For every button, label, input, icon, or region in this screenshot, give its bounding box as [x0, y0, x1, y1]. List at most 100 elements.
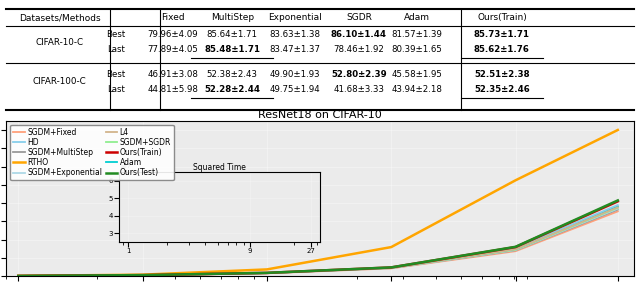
- Text: Datasets/Methods: Datasets/Methods: [19, 13, 100, 22]
- Line: Ours(Test): Ours(Test): [19, 201, 618, 276]
- Text: CIFAR-10-C: CIFAR-10-C: [36, 38, 84, 47]
- SGDM+MultiStep: [139, 274, 147, 277]
- L4: [512, 248, 520, 251]
- Text: Adam: Adam: [404, 13, 430, 22]
- L4: [263, 271, 271, 275]
- RTHO: [139, 273, 147, 276]
- HD: [512, 246, 520, 250]
- Line: SGDM+MultiStep: SGDM+MultiStep: [19, 210, 618, 276]
- SGDM+MultiStep: [263, 272, 271, 275]
- Text: Fixed: Fixed: [161, 13, 184, 22]
- L4: [139, 274, 147, 277]
- Adam: [139, 274, 147, 277]
- Adam: [387, 266, 395, 269]
- RTHO: [263, 268, 271, 271]
- Line: SGDM+Exponential: SGDM+Exponential: [19, 209, 618, 276]
- L4: [387, 266, 395, 270]
- Adam: [614, 205, 621, 208]
- SGDM+MultiStep: [512, 249, 520, 252]
- Adam: [512, 247, 520, 251]
- Text: 52.38±2.43: 52.38±2.43: [207, 70, 258, 79]
- L4: [15, 274, 22, 278]
- RTHO: [512, 179, 520, 182]
- SGDM+Fixed: [512, 250, 520, 253]
- Text: 81.57±1.39: 81.57±1.39: [392, 30, 443, 39]
- Text: 49.90±1.93: 49.90±1.93: [269, 70, 320, 79]
- HD: [15, 274, 22, 277]
- Line: Adam: Adam: [19, 206, 618, 276]
- SGDM+Exponential: [15, 274, 22, 278]
- Ours(Test): [387, 266, 395, 269]
- SGDM+Fixed: [263, 272, 271, 275]
- Ours(Test): [15, 274, 22, 277]
- Adam: [263, 271, 271, 275]
- HD: [614, 203, 621, 207]
- SGDM+Exponential: [139, 274, 147, 277]
- Text: 46.91±3.08: 46.91±3.08: [147, 70, 198, 79]
- Legend: SGDM+Fixed, HD, SGDM+MultiStep, RTHO, SGDM+Exponential, L4, SGDM+SGDR, Ours(Trai: SGDM+Fixed, HD, SGDM+MultiStep, RTHO, SG…: [10, 125, 174, 180]
- L4: [614, 206, 621, 209]
- Text: 85.73±1.71: 85.73±1.71: [474, 30, 530, 39]
- Text: 52.51±2.38: 52.51±2.38: [474, 70, 530, 79]
- Line: HD: HD: [19, 205, 618, 276]
- SGDM+SGDR: [512, 248, 520, 251]
- Line: SGDM+SGDR: SGDM+SGDR: [19, 208, 618, 276]
- SGDM+Fixed: [387, 267, 395, 270]
- SGDM+SGDR: [139, 274, 147, 277]
- SGDM+MultiStep: [614, 208, 621, 211]
- SGDM+Exponential: [387, 266, 395, 270]
- Line: L4: L4: [19, 207, 618, 276]
- SGDM+SGDR: [387, 266, 395, 270]
- Text: 49.75±1.94: 49.75±1.94: [269, 85, 320, 94]
- RTHO: [15, 274, 22, 277]
- Text: 41.68±3.33: 41.68±3.33: [333, 85, 385, 94]
- Title: ResNet18 on CIFAR-10: ResNet18 on CIFAR-10: [258, 110, 382, 120]
- Text: 45.58±1.95: 45.58±1.95: [392, 70, 443, 79]
- Ours(Train): [614, 200, 621, 203]
- Line: SGDM+Fixed: SGDM+Fixed: [19, 212, 618, 276]
- Ours(Test): [263, 271, 271, 275]
- Text: 83.63±1.38: 83.63±1.38: [269, 30, 321, 39]
- Text: 85.64±1.71: 85.64±1.71: [207, 30, 258, 39]
- SGDM+MultiStep: [15, 274, 22, 278]
- Adam: [15, 274, 22, 277]
- Ours(Train): [15, 274, 22, 277]
- Text: 78.46±1.92: 78.46±1.92: [333, 45, 385, 54]
- Text: 85.48±1.71: 85.48±1.71: [204, 45, 260, 54]
- Text: Best: Best: [106, 30, 126, 39]
- Ours(Train): [387, 266, 395, 269]
- Text: 80.39±1.65: 80.39±1.65: [392, 45, 443, 54]
- SGDM+Fixed: [139, 274, 147, 277]
- Text: 77.89±4.05: 77.89±4.05: [147, 45, 198, 54]
- Text: Exponential: Exponential: [268, 13, 322, 22]
- Text: MultiStep: MultiStep: [211, 13, 253, 22]
- Text: 83.47±1.37: 83.47±1.37: [269, 45, 321, 54]
- SGDM+MultiStep: [387, 266, 395, 270]
- Ours(Train): [512, 245, 520, 249]
- Text: 85.62±1.76: 85.62±1.76: [474, 45, 530, 54]
- Text: 52.35±2.46: 52.35±2.46: [474, 85, 530, 94]
- Text: Last: Last: [108, 85, 125, 94]
- SGDM+SGDR: [15, 274, 22, 278]
- RTHO: [614, 128, 621, 132]
- Ours(Train): [263, 271, 271, 275]
- SGDM+Exponential: [263, 272, 271, 275]
- Text: 79.96±4.09: 79.96±4.09: [147, 30, 198, 39]
- Text: 52.28±2.44: 52.28±2.44: [204, 85, 260, 94]
- RTHO: [387, 245, 395, 249]
- Line: RTHO: RTHO: [19, 130, 618, 276]
- Ours(Test): [512, 245, 520, 248]
- SGDM+SGDR: [614, 206, 621, 210]
- SGDM+SGDR: [263, 271, 271, 275]
- Text: Best: Best: [106, 70, 126, 79]
- HD: [263, 271, 271, 275]
- Ours(Test): [614, 199, 621, 202]
- SGDM+Fixed: [15, 274, 22, 278]
- HD: [139, 274, 147, 277]
- Ours(Test): [139, 274, 147, 277]
- Text: Last: Last: [108, 45, 125, 54]
- Text: 52.80±2.39: 52.80±2.39: [331, 70, 387, 79]
- Text: Ours(Train): Ours(Train): [477, 13, 527, 22]
- Text: 86.10±1.44: 86.10±1.44: [331, 30, 387, 39]
- Text: 43.94±2.18: 43.94±2.18: [392, 85, 443, 94]
